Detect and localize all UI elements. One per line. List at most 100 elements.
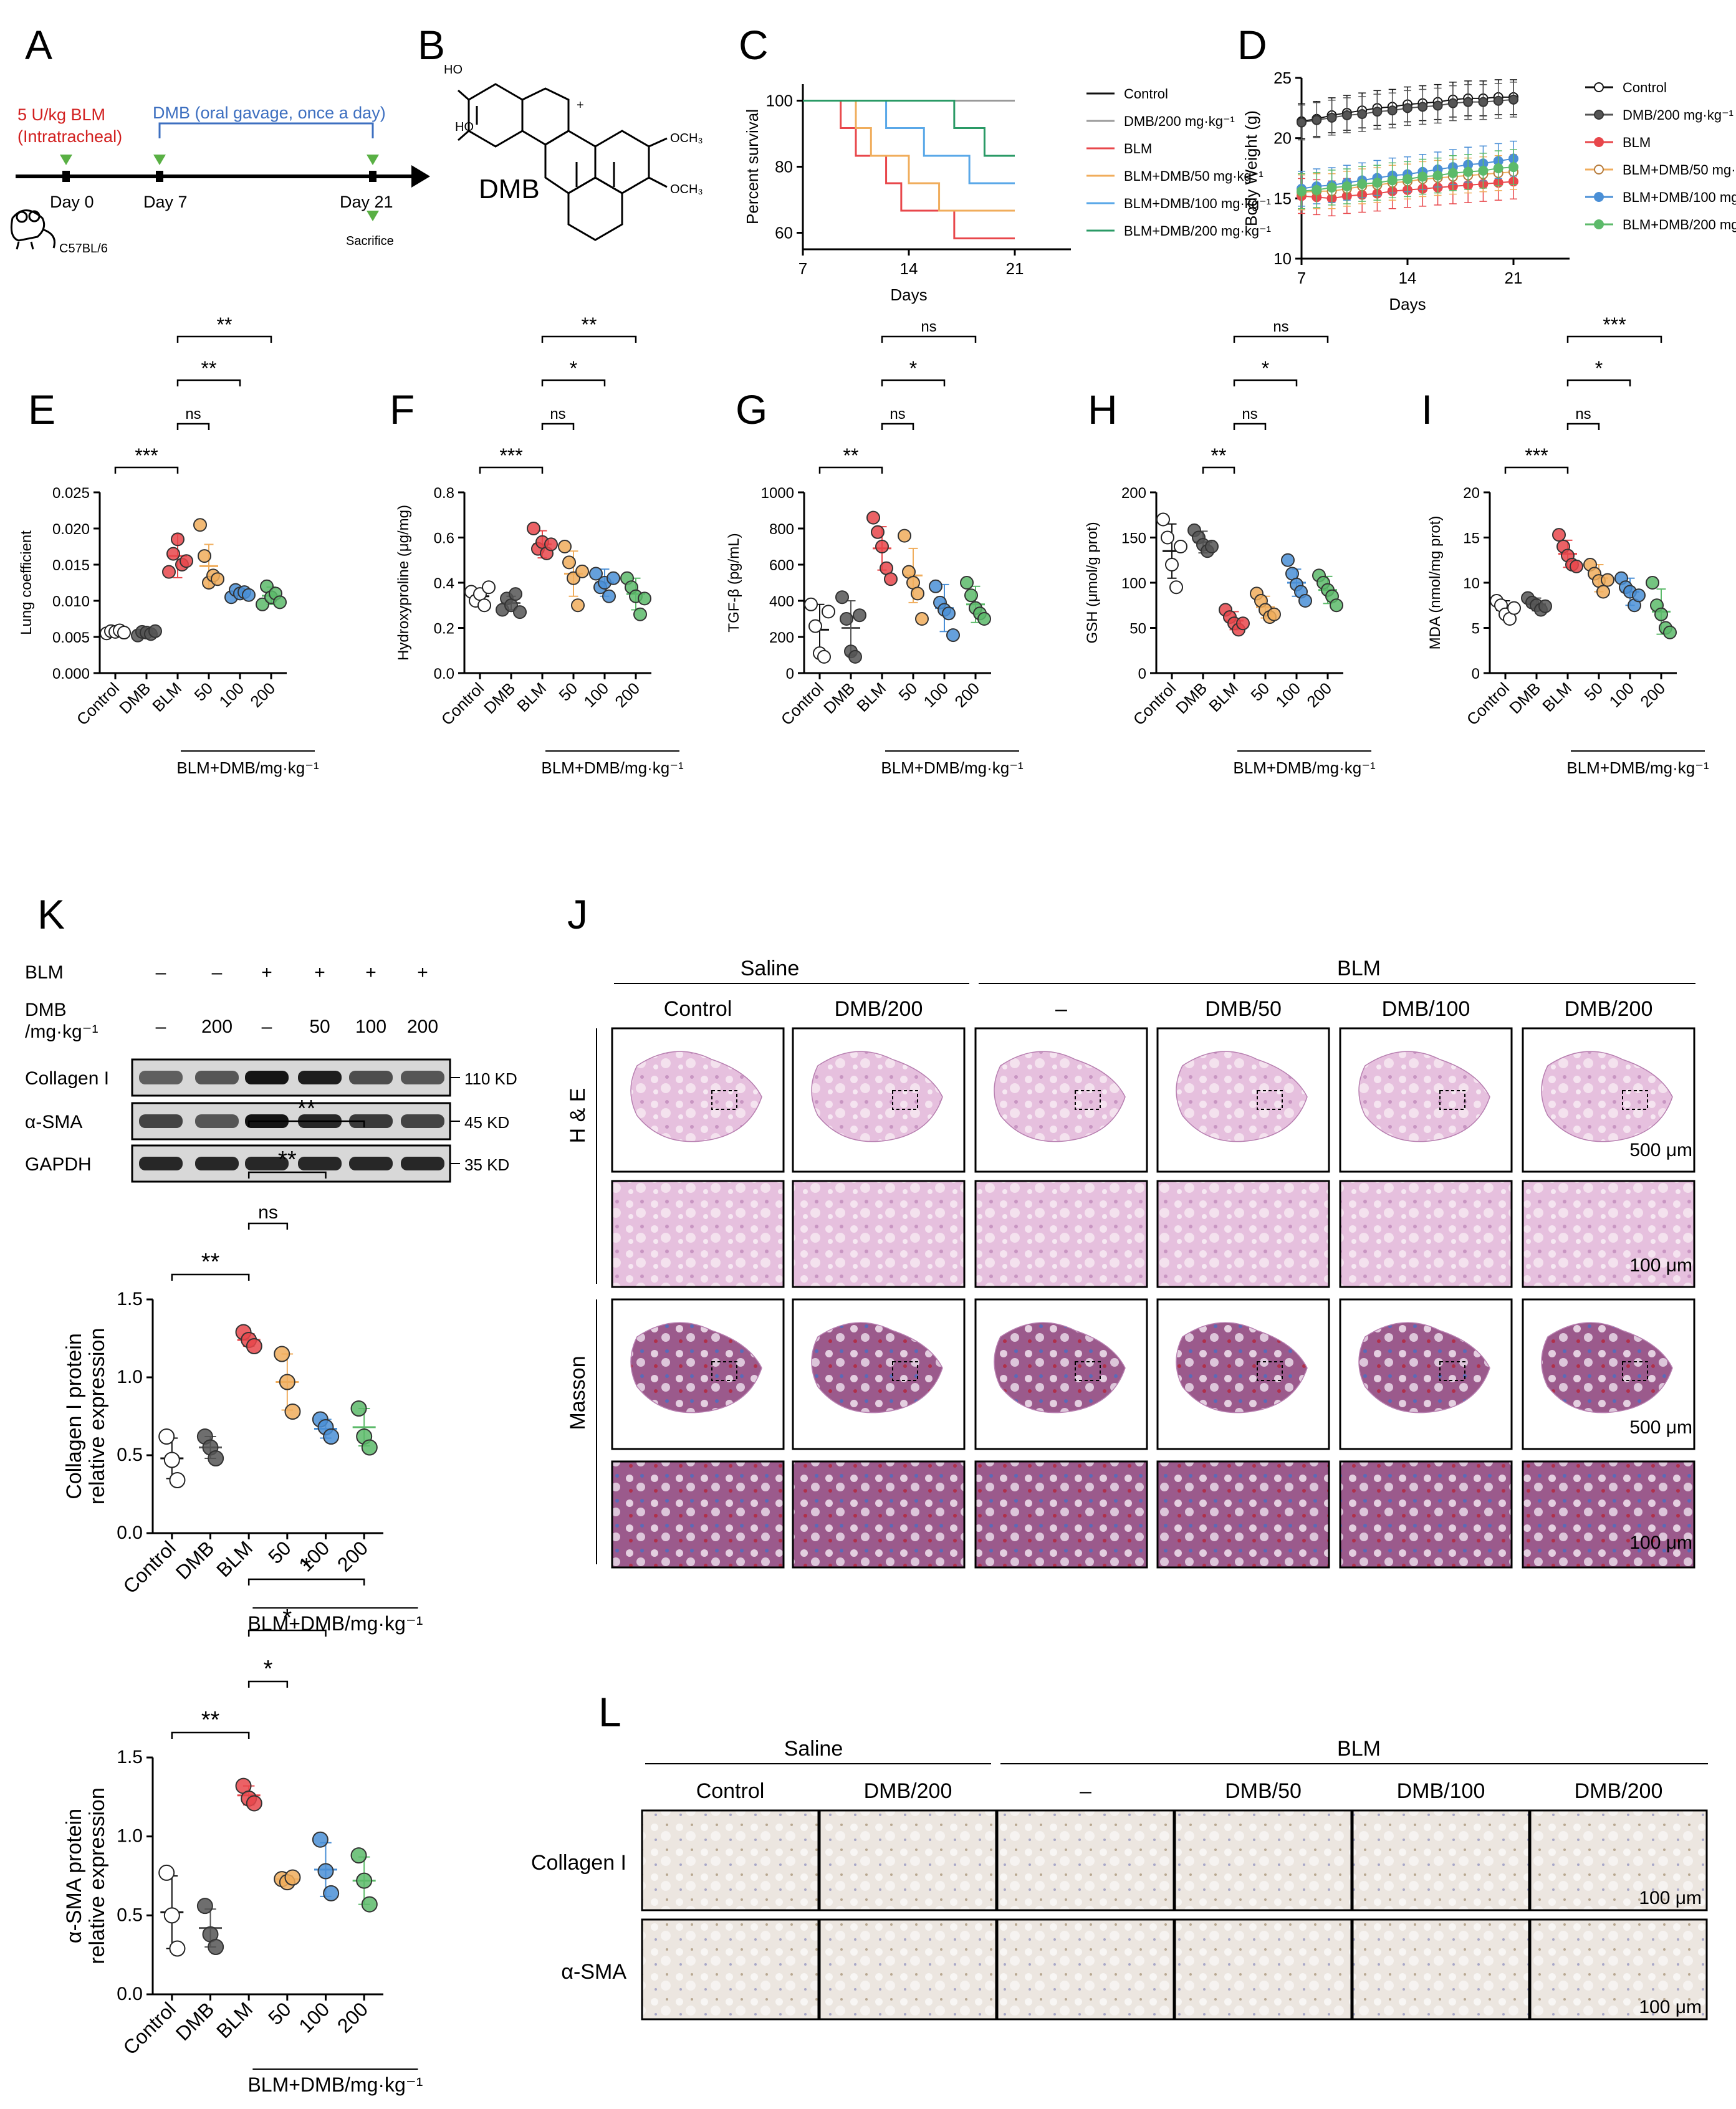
ihc-panel	[1351, 1918, 1530, 2021]
zoom-box	[1075, 1361, 1101, 1381]
data-point	[911, 586, 924, 601]
data-point	[1357, 109, 1368, 119]
significance-label: ***	[1603, 313, 1626, 336]
significance-bracket	[881, 423, 914, 430]
histology-panel-j: Saline BLM H & E Masson Control DMB/200 – D…	[566, 957, 1695, 1569]
data-point	[1298, 594, 1312, 608]
panel-letter-h: H	[1088, 386, 1118, 433]
significance-label: ***	[499, 444, 522, 467]
data-point	[1552, 528, 1566, 542]
panel-b-structure	[458, 83, 668, 241]
y-tick-label: 0	[1472, 666, 1480, 682]
blot-band	[401, 1157, 444, 1170]
data-point	[1538, 599, 1552, 613]
data-point	[1507, 601, 1521, 615]
data-point	[1493, 95, 1503, 106]
y-tick-label: 0.8	[434, 485, 454, 502]
lung-section	[630, 1051, 762, 1142]
group-label: BLM+DMB/mg·kg⁻¹	[1566, 758, 1709, 777]
data-point	[1372, 178, 1383, 188]
data-point	[804, 597, 818, 611]
wb-blm-sign: +	[365, 962, 376, 983]
blot-band	[349, 1114, 393, 1128]
charge-label: +	[577, 98, 584, 112]
x-tick-label: BLM	[853, 679, 890, 715]
data-point	[1403, 174, 1412, 184]
j-column-label: DMB/200	[835, 997, 923, 1021]
data-point	[1432, 100, 1443, 111]
data-point	[808, 619, 822, 633]
y-tick-label: 1.0	[117, 1367, 143, 1387]
x-tick-label: BLM	[1205, 679, 1242, 715]
x-tick-label: 100	[215, 679, 247, 711]
y-tick-label: 60	[775, 224, 793, 242]
data-point	[633, 607, 647, 621]
y-tick-label: 800	[769, 521, 794, 538]
y-axis-label: relative expression	[85, 1787, 109, 1964]
data-point	[848, 649, 862, 664]
wb-blm-sign: –	[156, 962, 166, 983]
data-point	[312, 1831, 328, 1848]
group-label: BLM+DMB/mg·kg⁻¹	[247, 1612, 423, 1635]
blot-band	[349, 1157, 393, 1170]
data-point	[323, 1885, 340, 1901]
lung-section	[994, 1322, 1126, 1413]
wb-blm-sign: +	[314, 962, 325, 983]
data-point	[1447, 98, 1458, 108]
data-point	[169, 1940, 186, 1957]
y-axis-label: Hydroxyproline (μg/mg)	[395, 505, 412, 661]
significance-label: ns	[258, 1202, 278, 1223]
y-tick-label: 0.2	[434, 621, 454, 638]
legend-marker	[1594, 137, 1604, 147]
data-point	[1478, 97, 1489, 107]
l-blm-label: BLM	[1337, 1737, 1381, 1761]
wb-blm-label: BLM	[25, 962, 64, 983]
data-point	[1341, 181, 1352, 191]
significance-bracket	[1566, 335, 1662, 343]
j-column-label: DMB/50	[1205, 997, 1282, 1021]
x-tick-label: 50	[1581, 679, 1607, 705]
data-point	[835, 590, 849, 605]
ihc-panel	[641, 1809, 820, 1911]
y-tick-label: 1000	[761, 485, 794, 502]
significance-label: *	[264, 1656, 273, 1682]
data-point	[246, 1795, 262, 1812]
j-masson-label: Masson	[566, 1356, 590, 1430]
significance-label: **	[201, 1249, 220, 1275]
zoom-box	[892, 1090, 918, 1110]
data-point	[822, 605, 835, 619]
data-point	[166, 547, 180, 561]
l-scale-label: 100 μm	[1639, 1997, 1702, 2017]
data-point	[1663, 625, 1677, 639]
histology-zoom-panel	[1522, 1180, 1695, 1288]
y-tick-label: 0.4	[434, 575, 454, 592]
y-tick-label: 0.010	[52, 593, 90, 610]
data-point	[198, 549, 211, 563]
data-point	[527, 522, 540, 535]
data-point	[163, 1907, 180, 1924]
y-tick-label: 15	[1463, 530, 1480, 547]
group-label: BLM+DMB/mg·kg⁻¹	[247, 2073, 423, 2096]
x-tick-label: 7	[1297, 269, 1306, 287]
significance-bracket	[247, 1120, 365, 1127]
legend-entry: Control	[1124, 86, 1168, 102]
l-column-label: DMB/200	[864, 1779, 952, 1803]
ihc-panel	[818, 1809, 997, 1911]
data-point	[350, 1400, 367, 1417]
l-row-label: α-SMA	[561, 1960, 626, 1984]
y-tick-label: 100	[766, 92, 793, 110]
ihc-panel	[1351, 1809, 1530, 1911]
blot-band	[139, 1114, 183, 1128]
wb-dmb-label-1: DMB	[25, 1000, 67, 1020]
lung-section	[1358, 1322, 1490, 1413]
l-row-label: Collagen I	[531, 1851, 626, 1875]
zoom-box	[1439, 1090, 1465, 1110]
marker-sacrifice-icon	[367, 211, 379, 221]
significance-bracket	[541, 423, 575, 430]
data-point	[1156, 512, 1170, 527]
x-tick-label: DMB	[171, 1536, 219, 1584]
j-column-label: –	[1055, 997, 1067, 1021]
legend-marker	[1594, 165, 1604, 175]
lung-section	[811, 1322, 943, 1413]
x-tick-label: 200	[333, 1536, 372, 1576]
